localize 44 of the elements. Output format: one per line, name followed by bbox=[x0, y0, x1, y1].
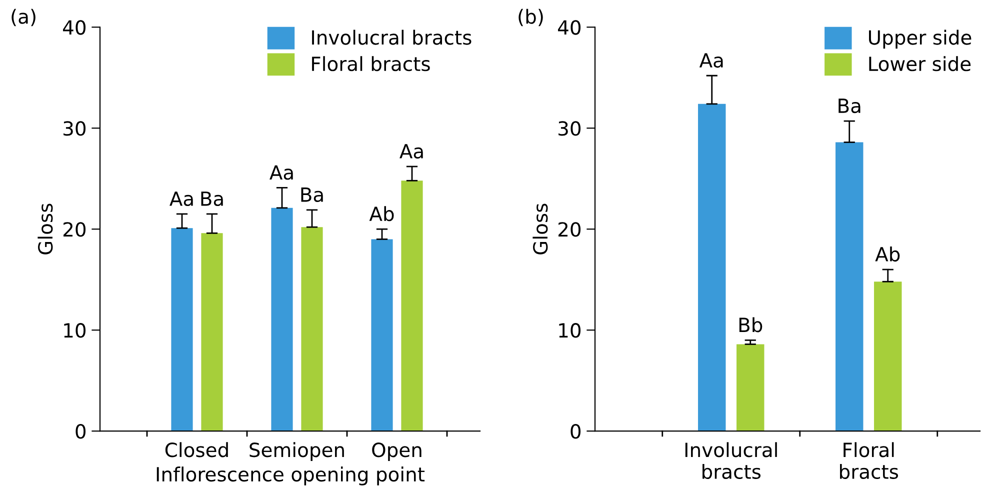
y-tick-label: 30 bbox=[558, 121, 581, 136]
x-tick-label: Semiopen bbox=[250, 442, 344, 461]
bar bbox=[301, 227, 323, 432]
y-tick-label: 0 bbox=[570, 424, 581, 439]
bar bbox=[201, 233, 223, 432]
data-label: Aa bbox=[270, 165, 293, 180]
data-label: Aa bbox=[699, 53, 723, 68]
data-label: Ab bbox=[875, 246, 900, 262]
x-tick-label: Open bbox=[372, 442, 422, 461]
text: (a) bbox=[12, 8, 36, 26]
data-label: Bb bbox=[739, 317, 762, 332]
x-tick-label: Floral bracts bbox=[840, 442, 898, 480]
y-tick-label: 30 bbox=[64, 121, 86, 136]
y-tick-label: 40 bbox=[63, 20, 86, 35]
bar bbox=[171, 228, 193, 432]
data-label: Ba bbox=[301, 188, 323, 202]
data-label: Ba bbox=[838, 98, 860, 114]
bar bbox=[736, 344, 764, 432]
bar bbox=[371, 239, 393, 432]
bar bbox=[271, 208, 293, 432]
bar bbox=[401, 180, 423, 432]
y-tick-label: 20 bbox=[63, 222, 86, 237]
y-tick-label: 40 bbox=[558, 20, 581, 35]
y-axis-title: Gloss bbox=[38, 204, 53, 254]
data-label: Ab bbox=[369, 206, 394, 222]
y-tick-label: 0 bbox=[76, 424, 86, 439]
bar bbox=[874, 282, 902, 432]
x-tick-label: Closed bbox=[165, 442, 228, 458]
y-tick-label: 10 bbox=[559, 323, 581, 338]
legend-label: Involucral bracts bbox=[312, 30, 472, 45]
bar bbox=[836, 142, 864, 432]
data-label: Aa bbox=[400, 144, 423, 159]
x-axis-title: Inflorescence opening point bbox=[156, 466, 425, 486]
text: (b) bbox=[518, 8, 543, 26]
data-label: Aa bbox=[170, 192, 193, 206]
x-tick-label: Involucral bracts bbox=[685, 442, 777, 480]
legend-label: Upper side bbox=[869, 30, 972, 49]
y-axis-title: Gloss bbox=[532, 204, 548, 254]
y-tick-label: 20 bbox=[558, 222, 581, 237]
legend-label: Lower side bbox=[869, 56, 971, 72]
legend-label: Floral bracts bbox=[312, 56, 430, 72]
data-label: Ba bbox=[201, 192, 223, 206]
y-tick-label: 10 bbox=[64, 323, 86, 338]
bar bbox=[698, 104, 726, 432]
